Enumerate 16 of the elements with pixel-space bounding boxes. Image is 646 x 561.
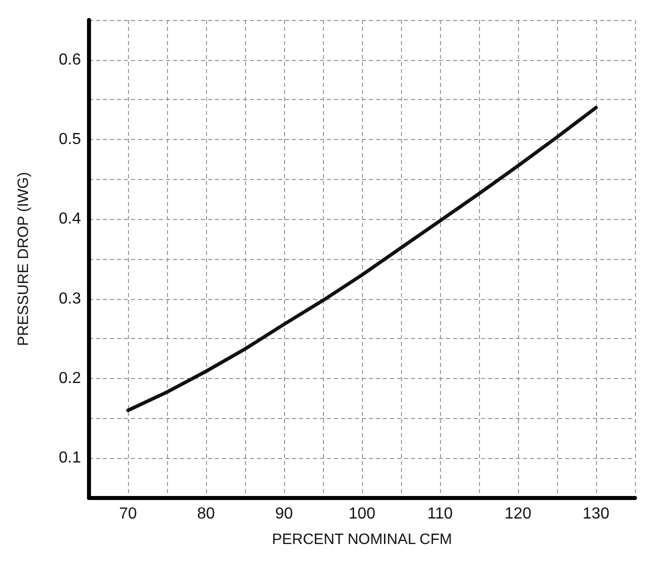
y-tick-label: 0.4 xyxy=(58,210,82,228)
y-axis-title: PRESSURE DROP (IWG) xyxy=(15,172,32,346)
x-tick-label: 100 xyxy=(348,506,376,522)
line-series xyxy=(126,106,598,412)
x-tick-label: 120 xyxy=(504,506,532,522)
x-axis-title: PERCENT NOMINAL CFM xyxy=(272,531,452,548)
y-tick-label: 0.3 xyxy=(58,290,82,308)
x-tick-label: 70 xyxy=(119,506,137,522)
x-tick-label: 80 xyxy=(197,506,215,522)
y-tick-label: 0.2 xyxy=(58,370,82,387)
x-tick-label: 90 xyxy=(275,506,293,522)
y-tick-label: 0.6 xyxy=(58,51,82,68)
x-tick-label: 130 xyxy=(582,506,610,522)
y-tick-label: 0.1 xyxy=(58,450,82,467)
x-tick-label: 110 xyxy=(427,506,453,522)
y-tick-label: 0.5 xyxy=(58,131,82,148)
